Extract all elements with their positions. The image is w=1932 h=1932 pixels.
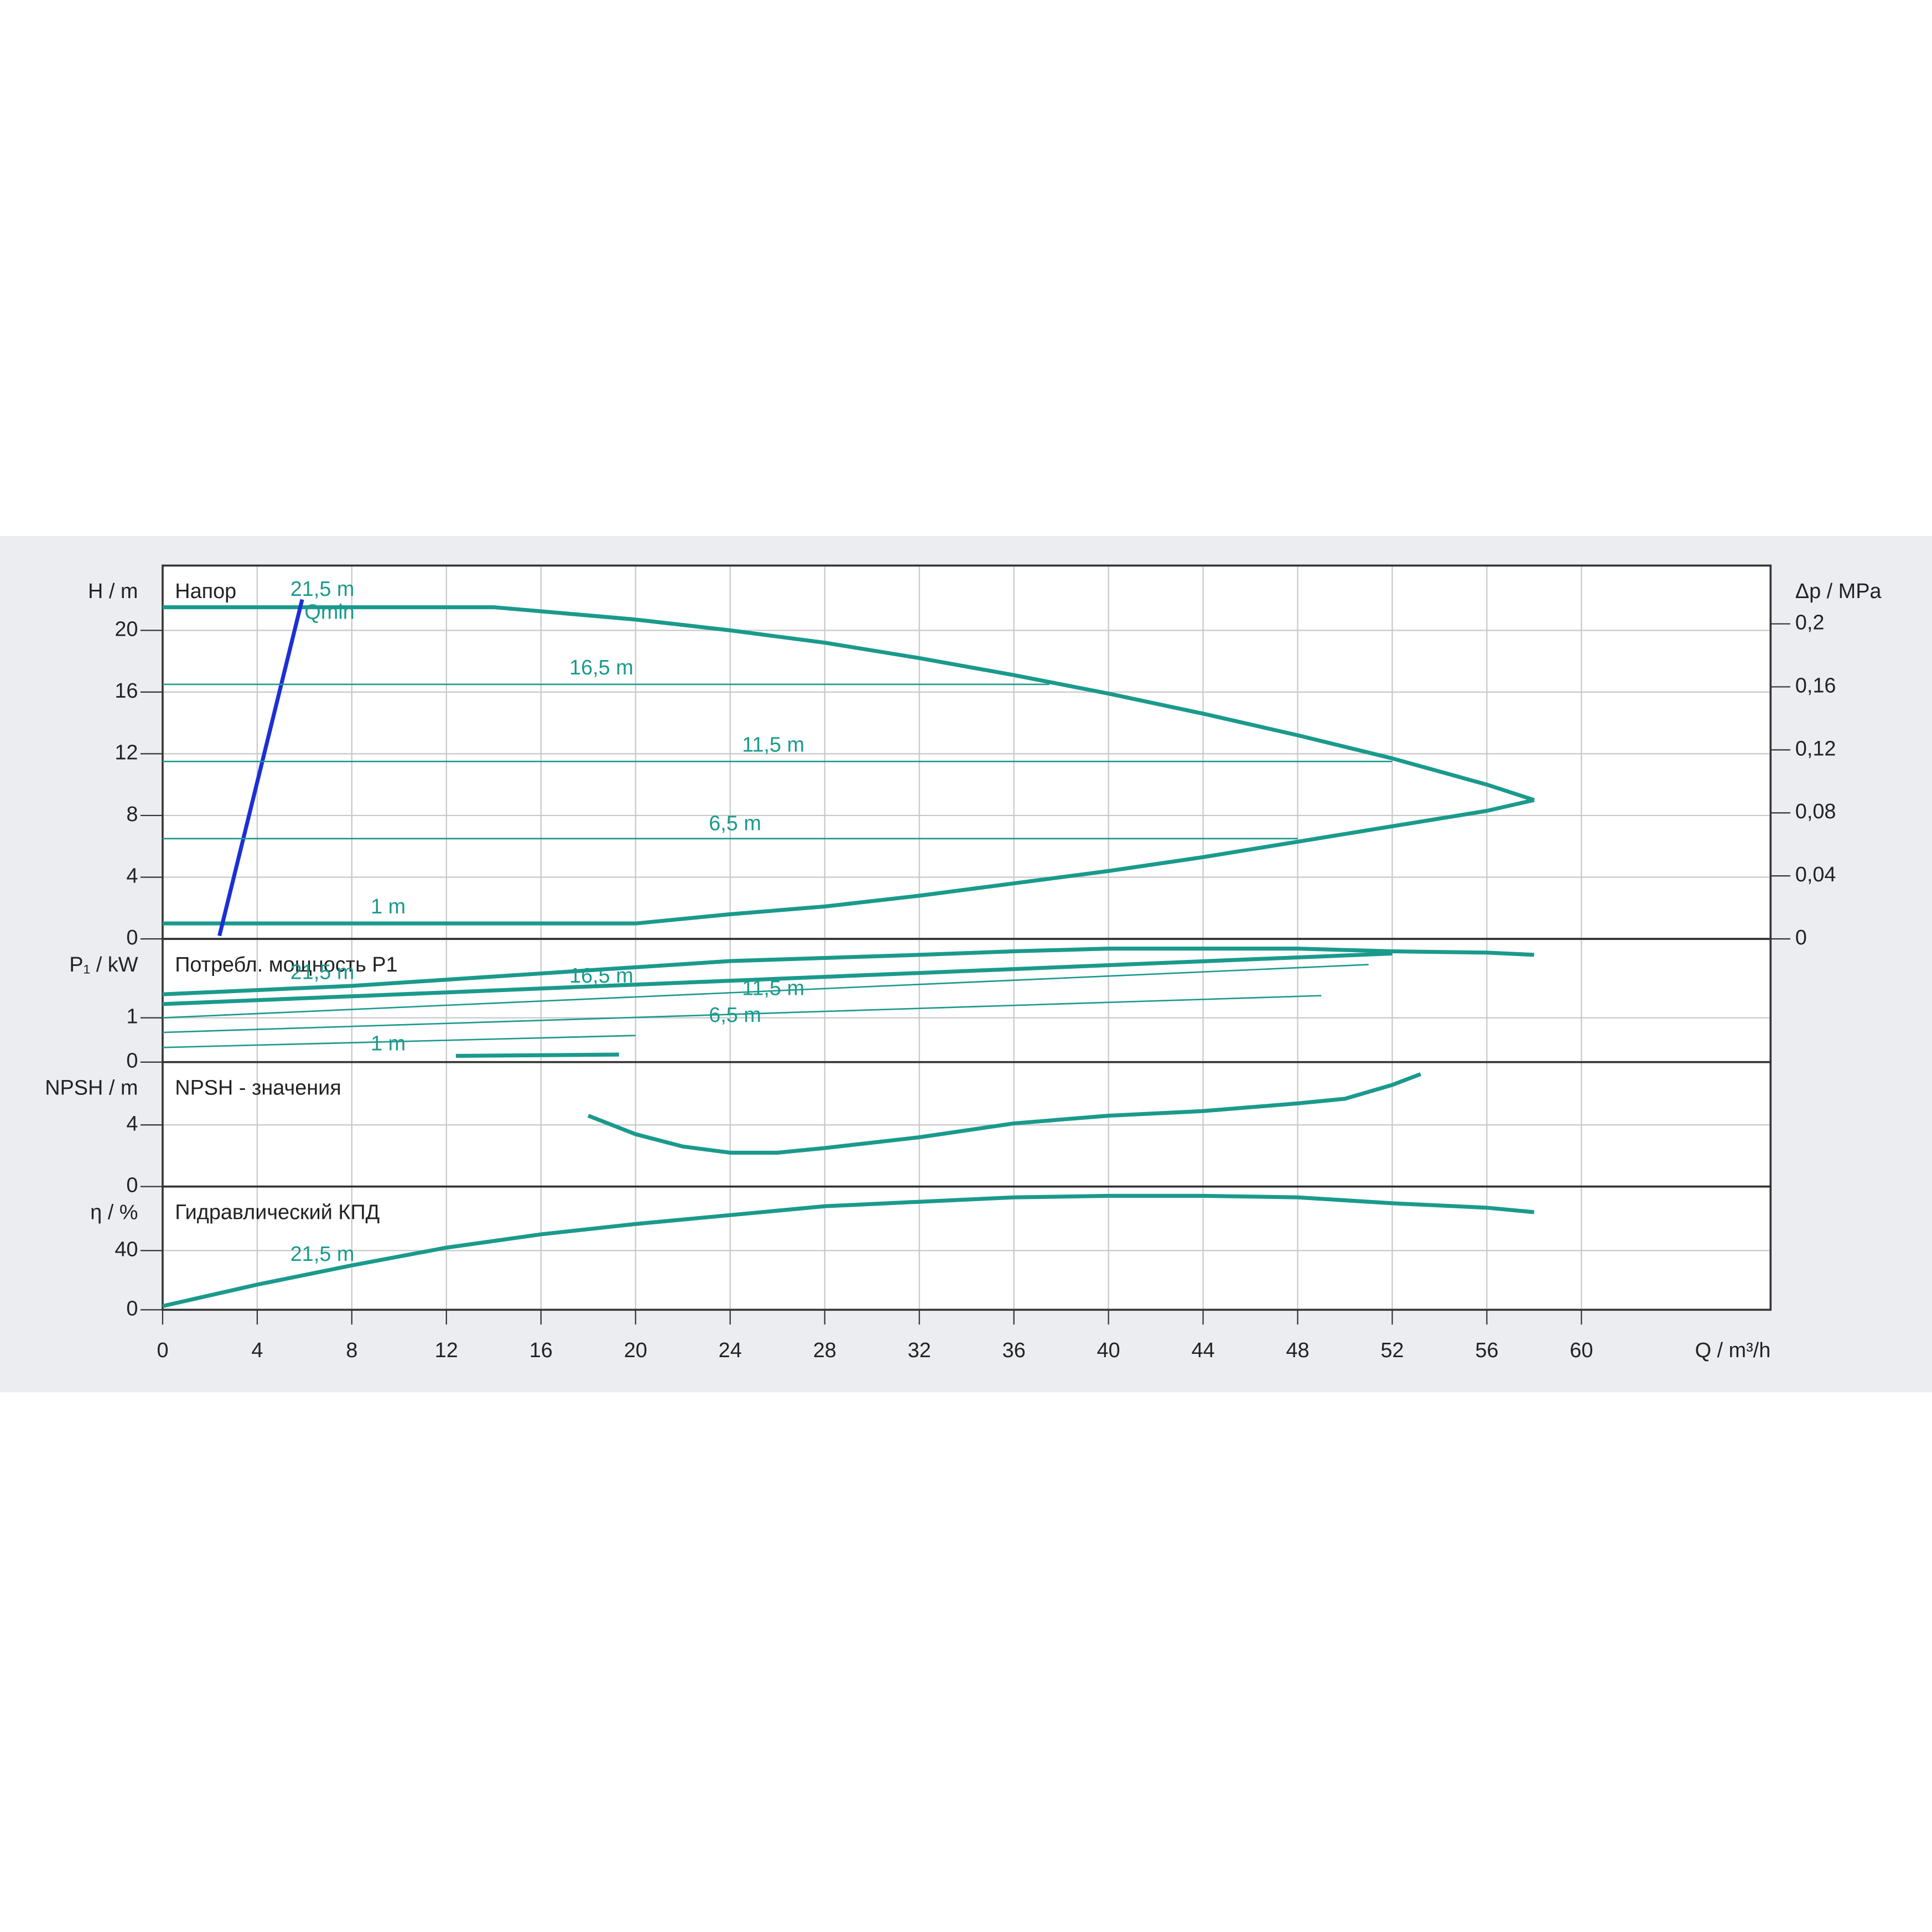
x-tick-label: 32 bbox=[908, 1339, 931, 1362]
y-axis-label: η / % bbox=[90, 1201, 138, 1224]
x-tick-label: 0 bbox=[157, 1339, 168, 1362]
x-tick-label: 52 bbox=[1380, 1339, 1404, 1362]
y-tick-label: 1 bbox=[126, 1005, 138, 1029]
curve bbox=[455, 1052, 619, 1058]
x-tick-label: 48 bbox=[1286, 1339, 1309, 1362]
y-axis-label: NPSH / m bbox=[45, 1077, 138, 1100]
x-tick-label: 24 bbox=[719, 1339, 742, 1362]
curve bbox=[162, 995, 1322, 1033]
curve-label: 11,5 m bbox=[742, 733, 804, 756]
y-tick-label: 8 bbox=[126, 803, 138, 826]
panel-title: Гидравлический КПД bbox=[175, 1201, 380, 1224]
x-tick-label: 20 bbox=[624, 1339, 647, 1362]
curve bbox=[162, 947, 1535, 996]
x-tick-label: 16 bbox=[529, 1339, 553, 1362]
curve-label: 21,5 m bbox=[290, 578, 355, 601]
curve-label: 16,5 m bbox=[569, 656, 633, 679]
y2-tick-label: 0,04 bbox=[1795, 863, 1836, 886]
x-tick-label: 36 bbox=[1003, 1339, 1026, 1362]
x-tick-label: 56 bbox=[1475, 1339, 1498, 1362]
y2-tick-label: 0,16 bbox=[1795, 674, 1836, 697]
curve bbox=[162, 1035, 636, 1048]
curve bbox=[162, 964, 1369, 1019]
curve-label: 6,5 m bbox=[709, 812, 761, 835]
y-tick-label: 0 bbox=[126, 926, 138, 949]
y-tick-label: 4 bbox=[126, 864, 138, 887]
y2-tick-label: 0,2 bbox=[1795, 611, 1825, 635]
panel-title: Потребл. мощность P1 bbox=[175, 953, 397, 977]
curve-label: 1 m bbox=[371, 895, 406, 918]
y-tick-label: 0 bbox=[126, 1174, 138, 1197]
x-tick-label: 28 bbox=[813, 1339, 837, 1362]
y-tick-label: 16 bbox=[115, 679, 138, 703]
y-tick-label: 0 bbox=[126, 1050, 138, 1073]
curve bbox=[217, 599, 304, 937]
x-tick-label: 4 bbox=[251, 1339, 263, 1362]
x-tick-label: 12 bbox=[435, 1339, 458, 1362]
y2-tick-label: 0 bbox=[1795, 926, 1807, 949]
y2-axis-label: Δp / MPa bbox=[1795, 580, 1882, 603]
curve-label: 21,5 m bbox=[290, 960, 355, 984]
curve bbox=[162, 605, 1535, 802]
curve-label: 6,5 m bbox=[709, 1004, 761, 1027]
panel-title: Напор bbox=[175, 580, 236, 603]
curve-label: 21,5 m bbox=[290, 1243, 355, 1266]
y-tick-label: 40 bbox=[115, 1238, 138, 1261]
panel-title: NPSH - значения bbox=[175, 1077, 341, 1100]
x-tick-label: 60 bbox=[1570, 1339, 1593, 1362]
curve bbox=[162, 951, 1393, 1006]
y-tick-label: 20 bbox=[115, 617, 138, 641]
y2-tick-label: 0,12 bbox=[1795, 737, 1836, 760]
curve bbox=[162, 798, 1535, 926]
y-tick-label: 0 bbox=[126, 1297, 138, 1320]
curve-label: 11,5 m bbox=[742, 977, 804, 1000]
x-tick-label: 44 bbox=[1191, 1339, 1214, 1362]
x-axis-label: Q / m³/h bbox=[1695, 1339, 1771, 1362]
curve-label: 16,5 m bbox=[569, 964, 633, 988]
curve-label: Qmin bbox=[304, 601, 354, 624]
y2-tick-label: 0,08 bbox=[1795, 800, 1836, 823]
y-tick-label: 4 bbox=[126, 1112, 138, 1135]
x-tick-label: 8 bbox=[346, 1339, 357, 1362]
panel-frame bbox=[162, 1185, 1772, 1311]
curve bbox=[162, 1193, 1535, 1308]
y-tick-label: 12 bbox=[115, 741, 138, 764]
y-axis-label: P₁ / kW bbox=[69, 953, 138, 977]
curve bbox=[587, 1072, 1421, 1155]
curve-label: 1 m bbox=[371, 1032, 406, 1055]
x-tick-label: 40 bbox=[1097, 1339, 1120, 1362]
y-axis-label: H / m bbox=[88, 580, 138, 603]
